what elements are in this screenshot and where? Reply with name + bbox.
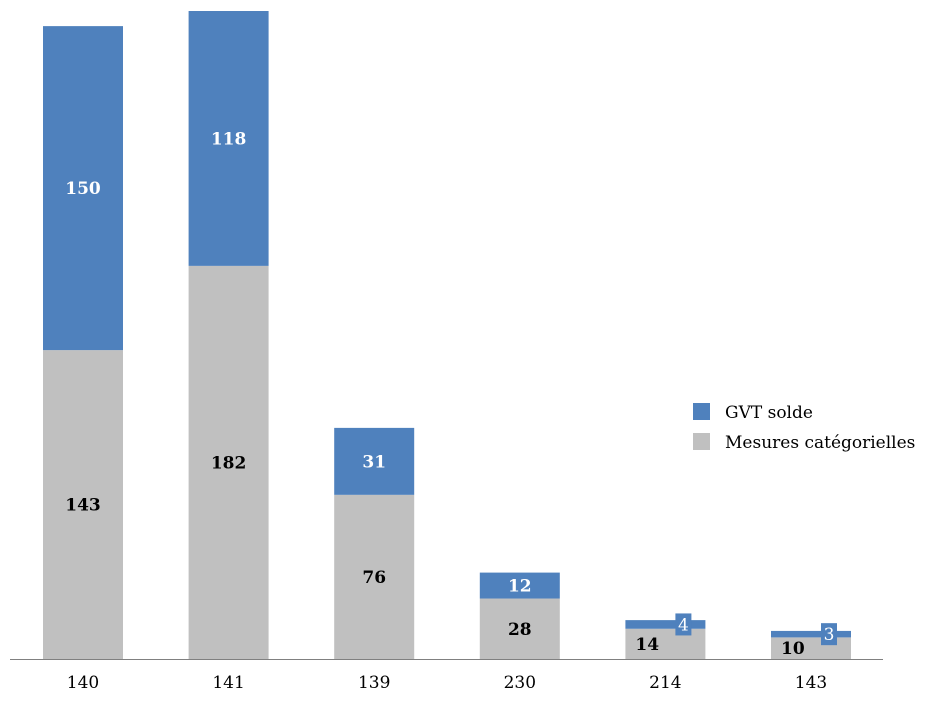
x-tick-label-214: 214 xyxy=(649,673,681,693)
bar-gvt-141 xyxy=(188,11,269,266)
legend-label-mesures: Mesures catégorielles xyxy=(725,433,915,453)
x-tick-label-230: 230 xyxy=(504,673,536,693)
bar-mesures-230 xyxy=(479,598,560,659)
legend-swatch-mesures xyxy=(693,433,710,450)
x-tick-labels: 140 141 139 230 214 143 xyxy=(67,673,827,693)
data-label-badge-gvt-143 xyxy=(821,623,837,646)
data-label-mesures-140: 143 xyxy=(65,496,101,516)
bar-gvt-139 xyxy=(334,427,415,495)
data-label-gvt-140: 150 xyxy=(65,179,101,199)
bar-mesures-140 xyxy=(43,350,123,659)
x-tick-label-140: 140 xyxy=(67,673,99,693)
legend: GVT solde Mesures catégorielles xyxy=(693,403,915,453)
x-tick-label-141: 141 xyxy=(212,673,244,693)
data-label-mesures-143: 10 xyxy=(781,639,805,659)
x-tick-label-143: 143 xyxy=(795,673,827,693)
data-label-gvt-139: 31 xyxy=(362,452,386,472)
data-label-badge-gvt-214 xyxy=(675,613,692,636)
data-labels-layer: 143 150 182 118 76 31 28 12 14 4 10 3 xyxy=(65,129,837,659)
data-label-mesures-230: 28 xyxy=(508,620,532,640)
x-tick-label-139: 139 xyxy=(358,673,390,693)
legend-label-gvt: GVT solde xyxy=(725,403,813,423)
bars-layer xyxy=(43,11,851,659)
data-label-gvt-143: 3 xyxy=(824,625,835,645)
data-label-gvt-230: 12 xyxy=(508,577,532,597)
bar-gvt-143 xyxy=(771,630,851,638)
data-label-mesures-141: 182 xyxy=(211,453,247,473)
bar-mesures-141 xyxy=(188,265,269,659)
data-label-mesures-214: 14 xyxy=(635,635,659,655)
bar-gvt-214 xyxy=(625,620,706,629)
bar-gvt-140 xyxy=(43,26,123,351)
bar-mesures-139 xyxy=(334,494,415,659)
bar-mesures-214 xyxy=(625,628,706,659)
data-label-mesures-139: 76 xyxy=(362,568,386,588)
legend-swatch-gvt xyxy=(693,403,710,420)
data-label-gvt-214: 4 xyxy=(678,615,689,635)
data-label-gvt-141: 118 xyxy=(211,129,247,149)
bar-gvt-230 xyxy=(479,572,560,599)
